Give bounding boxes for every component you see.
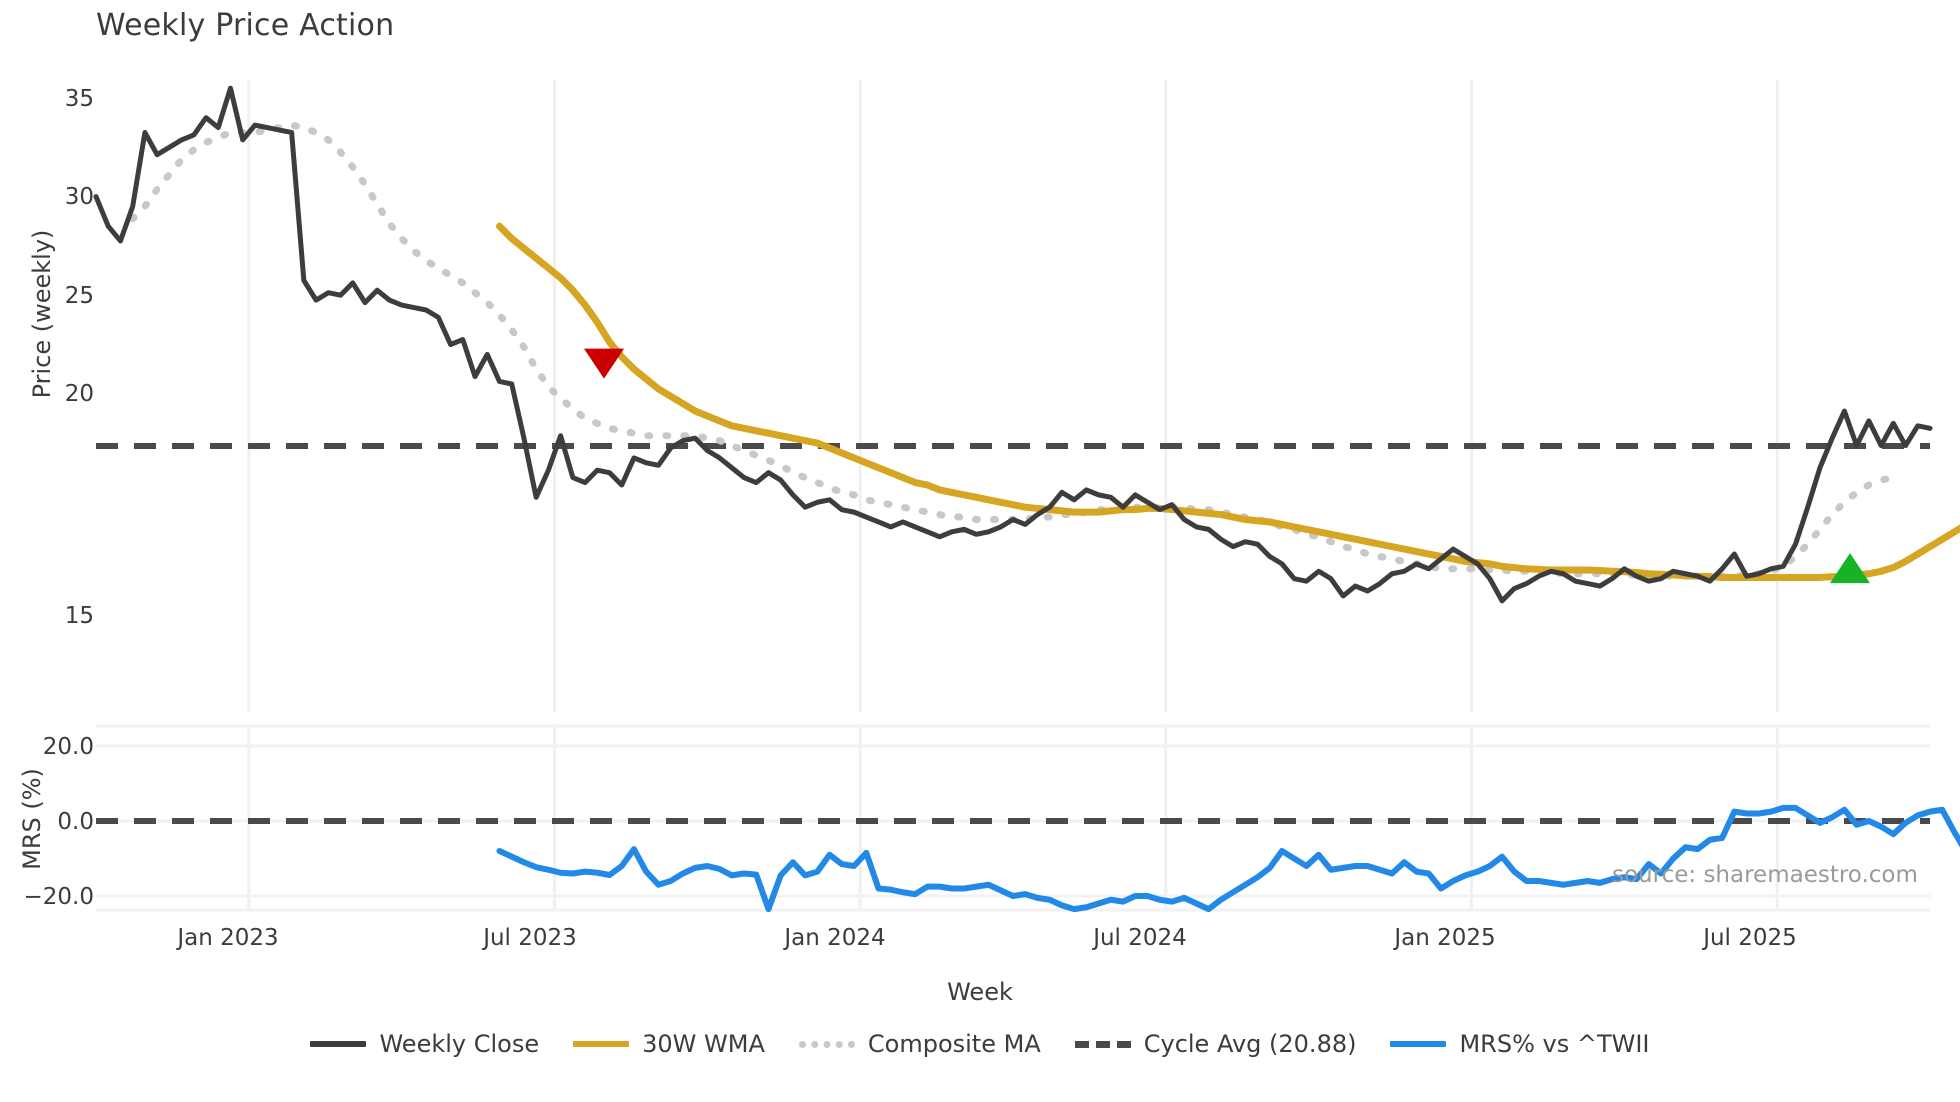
mrs-tick-0: 0.0 [57,809,94,835]
mrs-line [496,804,1960,913]
x-tick-jan-2024: Jan 2024 [784,925,886,951]
x-tick-jan-2023: Jan 2023 [177,925,279,951]
y-tick-30: 30 [64,184,94,210]
y-tick-25: 25 [64,283,94,309]
x-tick-jul-2023: Jul 2023 [483,925,577,951]
legend-label-weekly-close: Weekly Close [379,1030,540,1058]
x-tick-jul-2024: Jul 2024 [1093,925,1187,951]
y-tick-20: 20 [64,381,94,407]
weekly-close-line [93,85,1933,604]
legend-item-wma[interactable]: 30W WMA [573,1030,765,1058]
legend-item-mrs[interactable]: MRS% vs ^TWII [1390,1030,1650,1058]
legend-swatch-wma [573,1041,630,1047]
legend-item-cycle-avg[interactable]: Cycle Avg (20.88) [1074,1030,1357,1058]
gridlines [247,80,1779,910]
x-tick-jan-2025: Jan 2025 [1394,925,1496,951]
y-tick-15: 15 [64,603,94,629]
legend-label-mrs: MRS% vs ^TWII [1459,1030,1650,1058]
legend-swatch-mrs [1390,1041,1447,1047]
legend-item-composite-ma[interactable]: Composite MA [798,1030,1041,1058]
legend-label-composite-ma: Composite MA [867,1030,1041,1058]
x-axis-title: Week [947,978,1013,1006]
legend-swatch-composite-ma [798,1040,855,1048]
wma-line [495,222,1960,581]
mrs-gridlines [96,724,1930,912]
legend-swatch-weekly-close [310,1041,367,1047]
chart-title: Weekly Price Action [96,8,395,43]
composite-ma-line [129,121,1897,580]
legend-swatch-cycle-avg [1074,1040,1131,1048]
y-tick-35: 35 [64,86,94,112]
source-note: source: sharemaestro.com [1612,862,1918,888]
chart-legend: Weekly Close 30W WMA Composite MA Cycle … [0,1030,1960,1058]
mrs-tick-20: 20.0 [42,734,94,760]
legend-label-cycle-avg: Cycle Avg (20.88) [1143,1030,1357,1058]
legend-label-wma: 30W WMA [642,1030,765,1058]
x-tick-jul-2025: Jul 2025 [1703,925,1797,951]
legend-item-weekly-close[interactable]: Weekly Close [310,1030,539,1058]
mrs-tick-minus-20: −20.0 [23,884,94,910]
signal-markers [584,348,1870,584]
